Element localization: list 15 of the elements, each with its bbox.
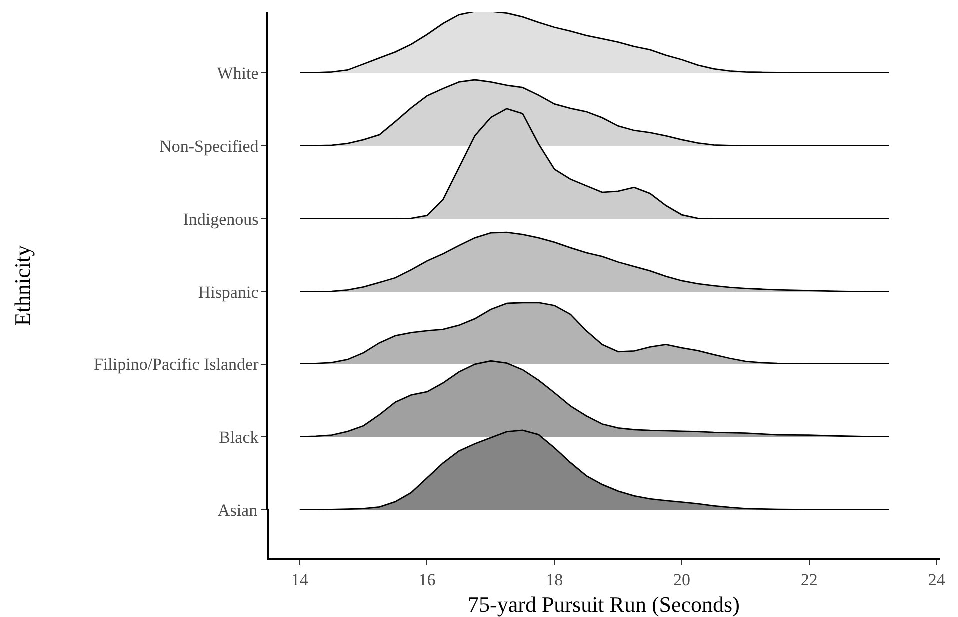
text: White [217, 64, 259, 83]
x-axis-title: 75-yard Pursuit Run (Seconds) [468, 592, 740, 617]
text: Indigenous [183, 210, 259, 229]
x-tick-label: 14 [291, 570, 309, 590]
x-tick-label: 18 [546, 570, 564, 590]
y-axis-title: Ethnicity [10, 245, 36, 326]
text: Hispanic [198, 282, 260, 302]
text: Asian [218, 500, 258, 520]
text: Non-Specified [160, 136, 260, 156]
x-tick-label: 16 [418, 570, 436, 590]
x-tick-label: 20 [674, 570, 691, 590]
text: Filipino/Pacific Islander [94, 354, 260, 374]
x-tick-label: 22 [800, 570, 818, 590]
text: Black [219, 428, 260, 447]
x-tick-label: 24 [928, 570, 946, 590]
